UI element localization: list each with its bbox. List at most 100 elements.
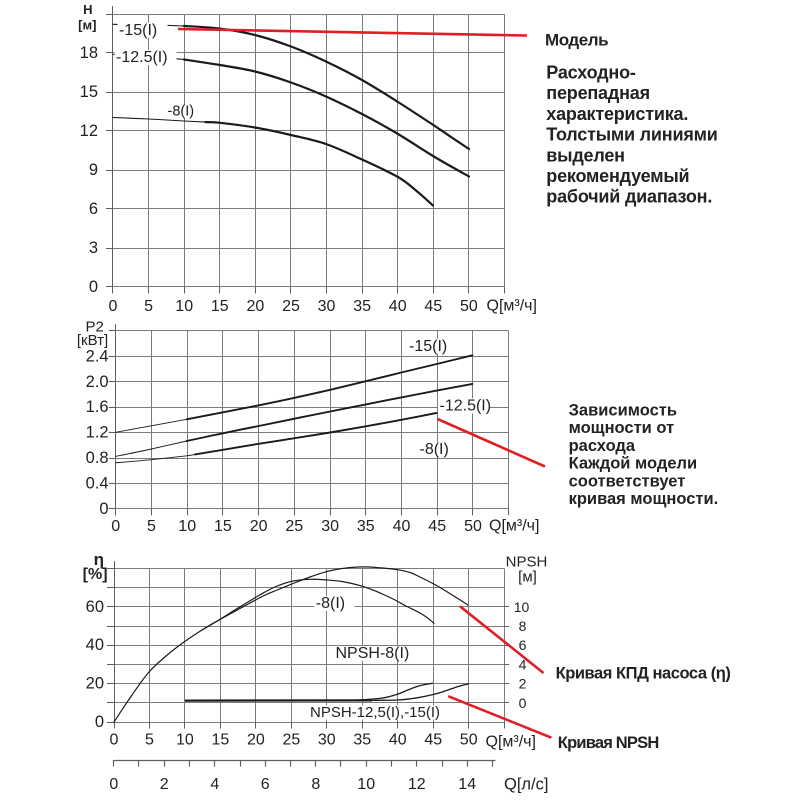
svg-text:25: 25 — [283, 732, 301, 749]
svg-text:30: 30 — [318, 298, 336, 315]
svg-text:[%]: [%] — [83, 566, 108, 583]
svg-text:0.4: 0.4 — [86, 474, 109, 492]
svg-text:Q[м³/ч]: Q[м³/ч] — [486, 734, 536, 751]
svg-text:-15(I): -15(I) — [119, 22, 157, 39]
svg-text:45: 45 — [424, 732, 442, 749]
svg-text:0: 0 — [99, 500, 108, 518]
svg-text:Каждой модели: Каждой модели — [569, 455, 698, 473]
svg-text:Кривая NPSH: Кривая NPSH — [558, 734, 659, 752]
svg-text:1.6: 1.6 — [86, 398, 109, 416]
svg-text:характеристика.: характеристика. — [546, 104, 688, 124]
svg-text:40: 40 — [393, 518, 411, 535]
svg-text:2.4: 2.4 — [86, 347, 109, 365]
svg-text:5: 5 — [147, 518, 156, 535]
svg-text:0: 0 — [519, 695, 527, 711]
svg-text:12: 12 — [80, 122, 98, 140]
svg-text:35: 35 — [353, 732, 371, 749]
svg-text:-12.5(I): -12.5(I) — [116, 49, 168, 66]
svg-text:0.8: 0.8 — [86, 449, 109, 467]
svg-text:рекомендуемый: рекомендуемый — [546, 166, 689, 186]
svg-text:50: 50 — [460, 732, 478, 749]
svg-text:10: 10 — [514, 599, 530, 615]
svg-text:Q[м³/ч]: Q[м³/ч] — [489, 518, 539, 535]
svg-text:4: 4 — [210, 776, 219, 793]
svg-text:4: 4 — [519, 656, 527, 672]
svg-text:Модель: Модель — [545, 31, 608, 50]
svg-text:15: 15 — [80, 83, 98, 101]
svg-text:35: 35 — [353, 298, 371, 315]
svg-text:20: 20 — [86, 675, 104, 693]
svg-text:45: 45 — [424, 298, 442, 315]
svg-text:9: 9 — [89, 161, 98, 179]
svg-text:-8(I): -8(I) — [316, 595, 345, 612]
svg-text:0: 0 — [111, 518, 120, 535]
svg-text:NPSH-8(I): NPSH-8(I) — [336, 645, 410, 662]
svg-text:1.2: 1.2 — [86, 424, 109, 442]
svg-text:20: 20 — [247, 298, 265, 315]
svg-text:[м]: [м] — [78, 17, 96, 32]
svg-text:Расходно-: Расходно- — [546, 62, 636, 82]
svg-text:η: η — [94, 550, 104, 569]
svg-text:5: 5 — [145, 732, 154, 749]
svg-text:15: 15 — [212, 732, 230, 749]
svg-text:Кривая КПД насоса (η): Кривая КПД насоса (η) — [556, 665, 731, 683]
svg-text:15: 15 — [214, 518, 232, 535]
svg-text:мощности от: мощности от — [569, 419, 675, 437]
svg-text:18: 18 — [80, 44, 98, 62]
svg-text:30: 30 — [321, 518, 339, 535]
svg-text:10: 10 — [178, 518, 196, 535]
svg-text:20: 20 — [247, 732, 265, 749]
svg-text:10: 10 — [175, 298, 193, 315]
svg-text:[м]: [м] — [518, 569, 537, 586]
svg-text:-15(I): -15(I) — [409, 338, 447, 355]
svg-text:3: 3 — [89, 239, 98, 257]
svg-text:14: 14 — [458, 776, 476, 793]
svg-text:Q[л/с]: Q[л/с] — [504, 776, 548, 794]
svg-text:8: 8 — [311, 776, 320, 793]
svg-text:-8(I): -8(I) — [420, 441, 449, 458]
svg-text:Толстыми линиями: Толстыми линиями — [546, 125, 717, 145]
svg-text:40: 40 — [389, 298, 407, 315]
svg-text:15: 15 — [211, 298, 229, 315]
svg-text:25: 25 — [282, 298, 300, 315]
svg-text:расхода: расхода — [569, 437, 636, 455]
svg-text:перепадная: перепадная — [546, 83, 650, 103]
svg-text:соответствует: соответствует — [569, 472, 686, 490]
svg-text:0: 0 — [110, 732, 119, 749]
svg-text:30: 30 — [318, 732, 336, 749]
svg-text:рабочий диапазон.: рабочий диапазон. — [546, 187, 712, 207]
svg-text:60: 60 — [86, 598, 104, 616]
svg-text:12: 12 — [408, 776, 426, 793]
svg-text:50: 50 — [464, 518, 482, 535]
svg-text:0: 0 — [109, 298, 118, 315]
svg-text:6: 6 — [89, 200, 98, 218]
svg-text:Q[м³/ч]: Q[м³/ч] — [487, 298, 537, 315]
svg-text:6: 6 — [519, 637, 527, 653]
svg-text:8: 8 — [519, 618, 527, 634]
svg-text:Зависимость: Зависимость — [569, 401, 677, 419]
svg-text:50: 50 — [460, 298, 478, 315]
svg-text:0: 0 — [109, 776, 118, 793]
svg-text:6: 6 — [261, 776, 270, 793]
svg-text:кривая мощности.: кривая мощности. — [569, 490, 719, 508]
svg-text:H: H — [83, 2, 92, 17]
svg-text:[кВт]: [кВт] — [77, 332, 108, 349]
svg-text:10: 10 — [176, 732, 194, 749]
svg-text:2: 2 — [519, 676, 527, 692]
svg-text:-8(I): -8(I) — [168, 104, 195, 120]
svg-text:25: 25 — [285, 518, 303, 535]
svg-text:-12.5(I): -12.5(I) — [440, 397, 492, 414]
svg-text:10: 10 — [357, 776, 375, 793]
svg-text:5: 5 — [144, 298, 153, 315]
svg-text:NPSH: NPSH — [506, 554, 548, 571]
svg-text:40: 40 — [86, 636, 104, 654]
svg-text:20: 20 — [250, 518, 268, 535]
svg-text:выделен: выделен — [546, 145, 625, 165]
svg-text:40: 40 — [389, 732, 407, 749]
svg-text:0: 0 — [89, 278, 98, 296]
svg-text:35: 35 — [357, 518, 375, 535]
svg-text:0: 0 — [95, 713, 104, 731]
svg-text:2.0: 2.0 — [86, 373, 109, 391]
svg-text:2: 2 — [160, 776, 169, 793]
svg-text:NPSH-12,5(I),-15(I): NPSH-12,5(I),-15(I) — [310, 704, 440, 721]
